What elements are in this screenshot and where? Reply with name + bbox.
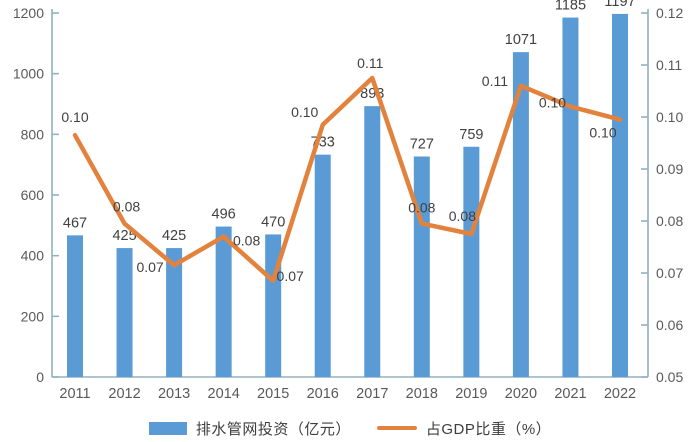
left-tick-label: 800 [21, 126, 45, 142]
line-value-label: 0.10 [61, 109, 88, 125]
year-label: 2017 [356, 386, 388, 402]
year-label: 2019 [455, 386, 487, 402]
line-series-swatch [376, 425, 417, 431]
line-value-label: 0.10 [291, 104, 318, 120]
left-tick-label: 600 [21, 187, 45, 203]
bar [562, 17, 579, 378]
line-value-label: 0.10 [589, 125, 616, 141]
year-label: 2020 [505, 386, 537, 402]
right-tick-label: 0.10 [656, 109, 683, 125]
bar-value-label: 727 [410, 136, 434, 152]
right-tick-label: 0.07 [656, 265, 683, 281]
line-value-label: 0.08 [233, 233, 260, 249]
line-value-label: 0.10 [539, 95, 566, 111]
bar [314, 154, 331, 377]
year-label: 2022 [604, 386, 636, 402]
line-value-label: 0.08 [449, 208, 476, 224]
right-tick-label: 0.09 [656, 161, 683, 177]
line-value-label: 0.08 [408, 200, 435, 216]
line-value-label: 0.08 [113, 199, 140, 215]
line-value-label: 0.11 [482, 73, 508, 89]
left-tick-label: 400 [21, 248, 45, 264]
bar-value-label: 470 [261, 214, 285, 230]
bar-value-label: 759 [459, 127, 483, 143]
bar-value-label: 1197 [604, 0, 635, 10]
line-value-label: 0.11 [357, 55, 383, 71]
bar [67, 235, 83, 377]
bar-value-label: 1071 [505, 32, 537, 48]
bar [166, 248, 183, 377]
legend-item-gdp-share: 占GDP比重（%） [376, 418, 552, 439]
bar-series-label: 排水管网投资（亿元） [195, 420, 351, 438]
bar-value-label: 425 [162, 228, 186, 244]
bar [116, 248, 133, 377]
year-label: 2012 [108, 386, 140, 402]
right-tick-label: 0.12 [656, 5, 683, 21]
line-value-label: 0.07 [277, 268, 304, 284]
bar [215, 226, 232, 377]
right-tick-label: 0.08 [656, 213, 683, 229]
bar-value-label: 425 [112, 228, 136, 244]
bar-value-label: 1185 [555, 0, 586, 14]
right-tick-label: 0.11 [656, 57, 682, 73]
year-label: 2016 [307, 386, 339, 402]
line-series-label: 占GDP比重（%） [425, 420, 552, 438]
year-label: 2013 [158, 386, 190, 402]
chart-legend: 排水管网投资（亿元） 占GDP比重（%） [0, 414, 700, 442]
left-tick-label: 0 [36, 369, 44, 385]
year-label: 2015 [257, 386, 289, 402]
right-tick-label: 0.05 [656, 369, 683, 385]
bar [413, 156, 430, 377]
year-label: 2018 [406, 386, 438, 402]
year-label: 2014 [208, 386, 240, 402]
gdp-line [72, 75, 623, 284]
left-tick-label: 200 [21, 308, 45, 324]
bar [612, 13, 628, 377]
bar-value-label: 496 [212, 207, 236, 223]
legend-item-investment: 排水管网投资（亿元） [148, 418, 351, 439]
bar [364, 106, 381, 377]
year-label: 2011 [59, 386, 90, 402]
bar [463, 146, 480, 377]
left-tick-label: 1000 [13, 66, 44, 82]
bar [512, 52, 529, 377]
bar-value-label: 467 [63, 215, 87, 231]
line-value-label: 0.07 [136, 259, 163, 275]
bar-series-swatch [148, 421, 187, 435]
right-tick-label: 0.06 [656, 317, 683, 333]
left-tick-label: 1200 [13, 5, 44, 21]
year-label: 2021 [554, 386, 586, 402]
